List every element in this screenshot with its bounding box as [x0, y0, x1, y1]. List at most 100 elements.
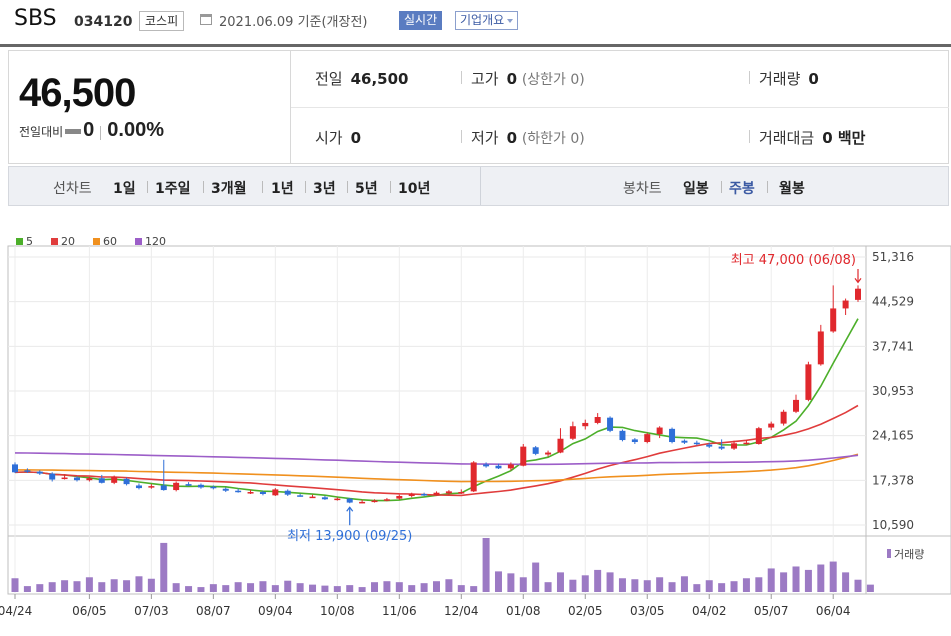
candle — [309, 496, 316, 499]
volume-bar — [36, 584, 44, 592]
legend-swatch-0 — [16, 238, 23, 245]
realtime-button[interactable]: 실시간 — [399, 11, 443, 30]
volume-bar — [445, 579, 453, 592]
period-10y[interactable]: 10년 — [398, 181, 431, 197]
low-price: 저가 0 (하한가 0) — [461, 127, 585, 148]
y-tick-label: 37,741 — [872, 339, 914, 353]
x-tick-label: 12/04 — [444, 604, 479, 618]
candle — [222, 488, 229, 491]
volume-bar — [643, 580, 651, 592]
volume-bar — [519, 577, 527, 592]
volume-bar — [284, 580, 292, 592]
period-divider — [203, 181, 204, 193]
candle — [297, 495, 304, 497]
candle-daily[interactable]: 일봉 — [683, 181, 709, 197]
period-divider — [767, 181, 768, 193]
volume-bar — [829, 561, 837, 592]
volume-bar — [755, 577, 763, 592]
candle — [731, 443, 738, 449]
candle — [582, 422, 589, 427]
candle — [631, 439, 638, 443]
volume-bar — [123, 580, 131, 592]
legend-swatch-3 — [135, 238, 142, 245]
x-tick-label: 04/24 — [0, 604, 32, 618]
open-label: 시가 — [315, 129, 343, 147]
volume-bar — [866, 584, 874, 592]
candle — [123, 478, 130, 485]
high-price: 고가 0 (상한가 0) — [461, 68, 585, 89]
volume-bar — [482, 538, 490, 592]
volume-legend-swatch — [887, 549, 891, 558]
prev-close-label: 전일 — [315, 70, 343, 88]
low-label: 저가 — [471, 129, 499, 147]
x-tick-label: 06/04 — [816, 604, 851, 618]
period-divider — [721, 181, 722, 193]
legend-label-3: 120 — [145, 235, 166, 248]
period-3y[interactable]: 3년 — [313, 181, 336, 197]
period-1d[interactable]: 1일 — [113, 181, 136, 197]
candle — [185, 484, 192, 486]
candle — [545, 452, 552, 455]
prev-close: 전일 46,500 — [315, 68, 409, 89]
volume-bar — [160, 542, 168, 592]
volume-bar — [767, 568, 775, 592]
volume-bar — [85, 577, 93, 592]
volume-bar — [333, 586, 341, 592]
high-value: 0 — [506, 70, 518, 88]
volume: 거래량 0 — [749, 68, 819, 89]
summary-row-divider — [291, 107, 949, 108]
candle — [594, 417, 601, 423]
period-5y[interactable]: 5년 — [355, 181, 378, 197]
upper-limit: (상한가 0) — [521, 72, 585, 88]
volume-bar — [172, 583, 180, 592]
open-price: 시가 0 — [315, 127, 361, 148]
change-value: 0 — [83, 119, 95, 141]
candle — [842, 300, 849, 309]
volume-bar — [581, 575, 589, 592]
x-tick-label: 08/07 — [196, 604, 231, 618]
period-1y[interactable]: 1년 — [271, 181, 294, 197]
quote-summary: 46,500 전일대비 0 0.00% 전일 46,500 고가 0 (상한가 0) 거… — [8, 50, 949, 164]
candle — [73, 477, 80, 481]
volume-bar — [346, 585, 354, 592]
period-bar-divider — [480, 167, 481, 205]
volume-bar — [371, 582, 379, 592]
volume-value: 0 — [808, 70, 819, 88]
header-divider — [0, 44, 951, 47]
period-1w[interactable]: 1주일 — [155, 181, 191, 197]
ma-line-60 — [15, 453, 859, 483]
candle-weekly[interactable]: 주봉 — [729, 181, 755, 197]
x-tick-label: 10/08 — [320, 604, 355, 618]
open-value: 0 — [350, 129, 362, 147]
x-axis-labels: 04/24 06/05 07/03 08/07 09/04 10/08 11/06 12/04… — [0, 594, 851, 618]
candle — [557, 438, 564, 453]
volume-bar — [222, 585, 230, 592]
y-tick-label: 44,529 — [872, 295, 914, 309]
y-tick-label: 51,316 — [872, 250, 914, 264]
x-tick-label: 07/03 — [134, 604, 169, 618]
period-3m[interactable]: 3개월 — [211, 181, 247, 197]
volume-bar — [11, 578, 19, 592]
volume-bar — [358, 587, 366, 592]
volume-bar — [705, 580, 713, 592]
x-tick-label: 03/05 — [630, 604, 665, 618]
candle — [36, 471, 43, 474]
change-percent: 0.00% — [107, 119, 165, 141]
volume-bar — [556, 572, 564, 592]
candle — [793, 399, 800, 412]
volume-bar — [532, 562, 540, 592]
period-selector: 선차트 1일 1주일 3개월 1년 3년 5년 10년 봉차트 일봉 주봉 월봉 — [8, 166, 949, 206]
company-overview-label: 기업개요 — [460, 13, 505, 27]
candle — [532, 447, 539, 454]
candle — [135, 485, 142, 489]
candle — [458, 492, 465, 494]
summary-divider — [290, 51, 291, 163]
market-badge: 코스피 — [139, 11, 185, 31]
company-overview-dropdown[interactable]: 기업개요 — [455, 11, 519, 30]
candle-monthly[interactable]: 월봉 — [779, 181, 805, 197]
candle — [619, 430, 626, 441]
prev-close-value: 46,500 — [350, 70, 409, 88]
volume-bar — [147, 578, 155, 592]
period-divider — [390, 181, 391, 193]
candle — [433, 492, 440, 496]
